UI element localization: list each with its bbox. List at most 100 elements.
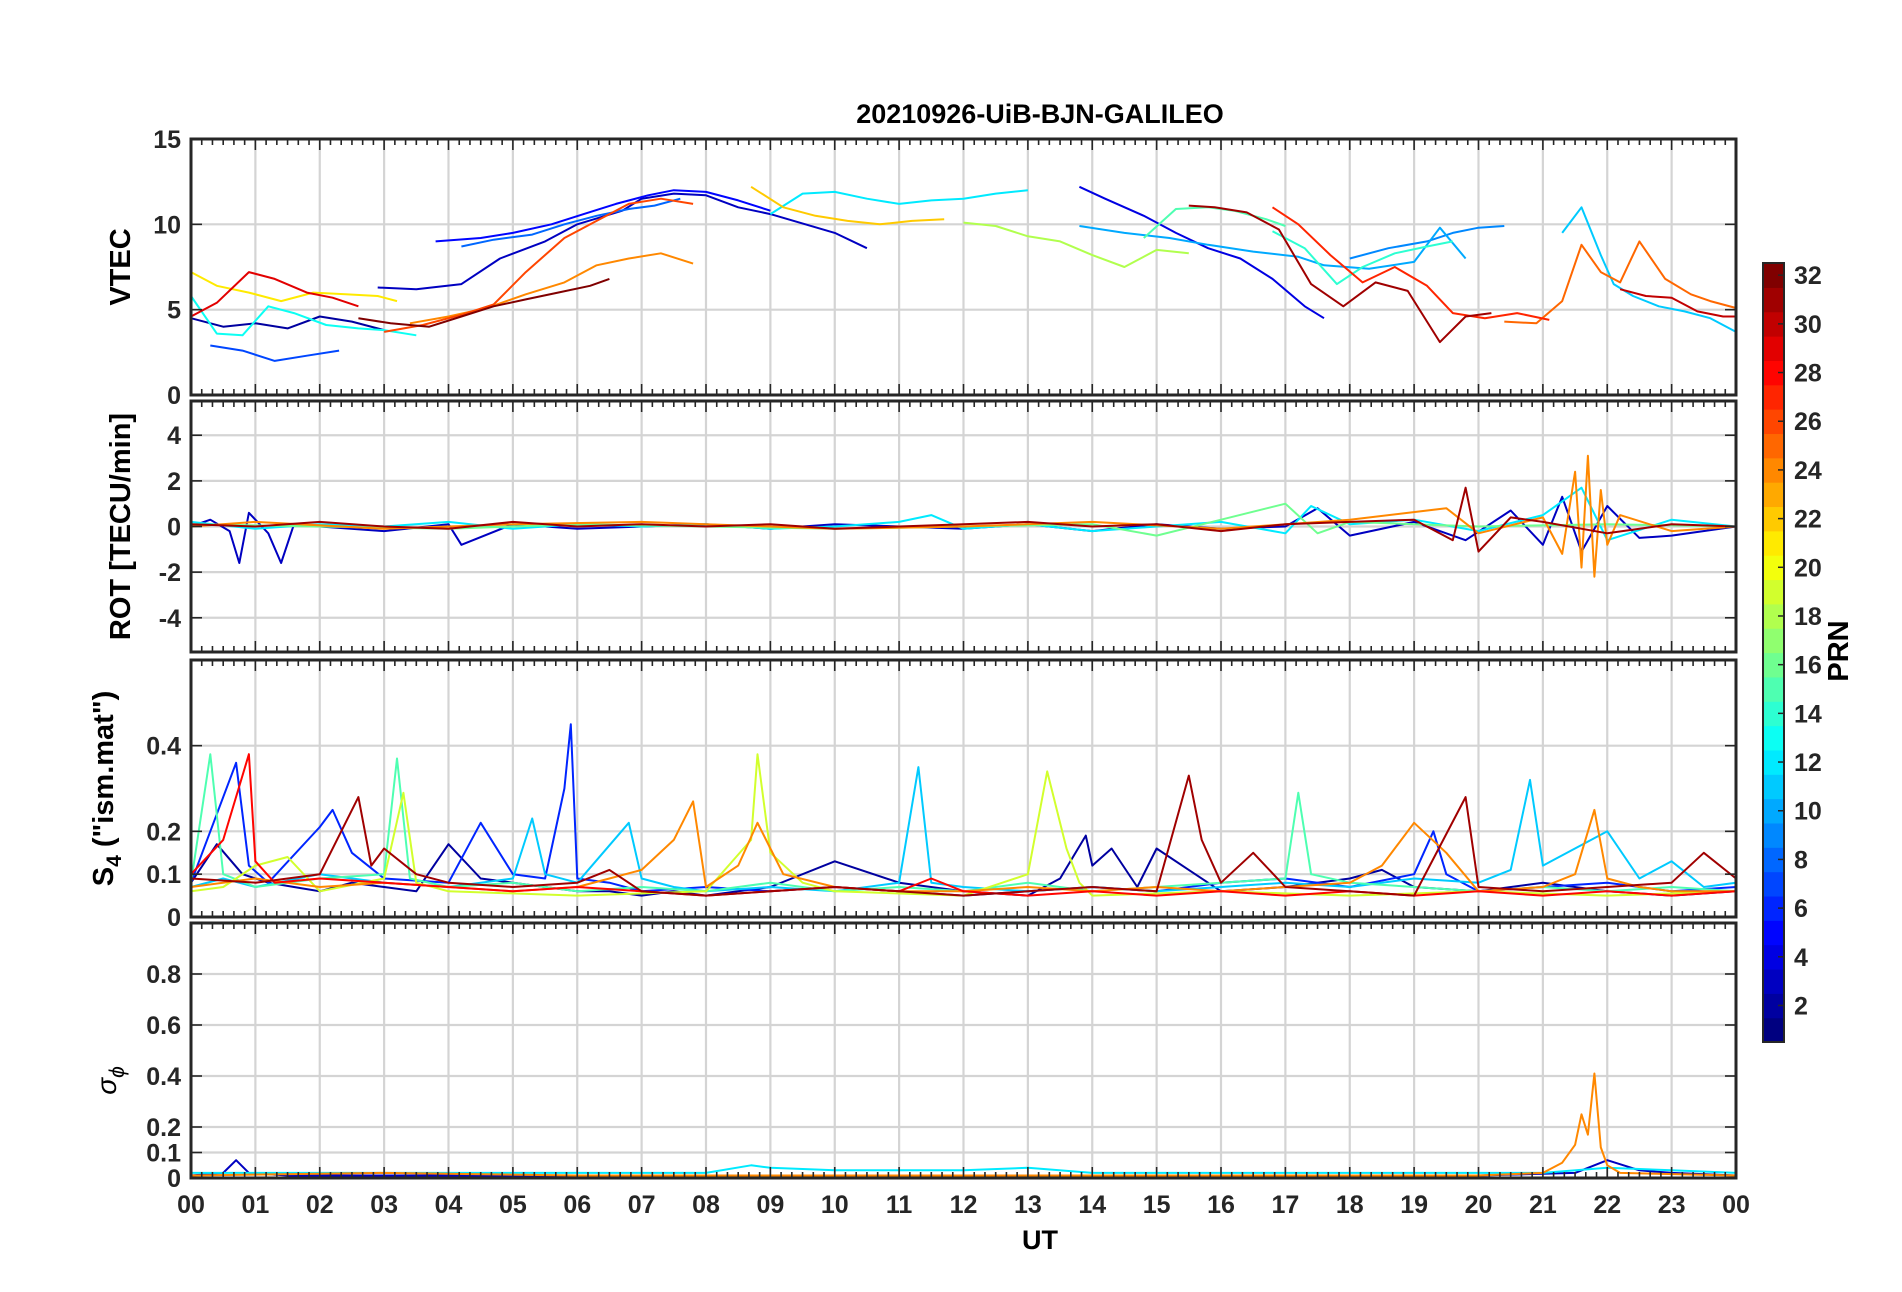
plot-frame bbox=[189, 399, 1738, 654]
x-tick-label: 10 bbox=[821, 1191, 849, 1219]
x-tick-label: 04 bbox=[435, 1191, 463, 1219]
colorbar-band bbox=[1763, 457, 1784, 483]
plot-frame bbox=[189, 137, 1738, 397]
x-tick-label: 19 bbox=[1400, 1191, 1428, 1219]
series-line-prn-31 bbox=[190, 486, 1737, 553]
colorbar-band bbox=[1763, 287, 1784, 313]
y-tick-label: 0.4 bbox=[146, 733, 181, 761]
x-tick-label: 06 bbox=[563, 1191, 591, 1219]
y-axis-label: ROT [TECU/min] bbox=[105, 413, 137, 640]
series-line-prn-2 bbox=[190, 834, 1737, 897]
x-tick-label: 00 bbox=[177, 1191, 205, 1219]
y-tick-label: -4 bbox=[159, 605, 181, 633]
x-tick-label: 20 bbox=[1465, 1191, 1493, 1219]
y-tick-label: 0.1 bbox=[146, 861, 181, 889]
colorbar-tick-label: 24 bbox=[1794, 457, 1822, 485]
y-tick-label: 0.2 bbox=[146, 1114, 181, 1142]
x-tick-label: 07 bbox=[628, 1191, 656, 1219]
colorbar-band bbox=[1763, 725, 1784, 751]
colorbar-band bbox=[1763, 822, 1784, 848]
series-line-prn-16 bbox=[190, 502, 1737, 537]
colorbar-band bbox=[1763, 555, 1784, 581]
x-tick-label: 17 bbox=[1271, 1191, 1299, 1219]
panel-ROT: -4 -2 0 2 4 ROT [TECU/min] bbox=[105, 399, 1738, 654]
colorbar-tick-label: 4 bbox=[1794, 944, 1808, 972]
figure-title: 20210926-UiB-BJN-GALILEO bbox=[856, 99, 1224, 129]
series-line-prn-10 bbox=[1079, 225, 1467, 270]
colorbar-band bbox=[1763, 311, 1784, 337]
colorbar-tick-label: 14 bbox=[1794, 700, 1822, 728]
colorbar-band bbox=[1763, 944, 1784, 970]
series-group bbox=[190, 723, 1737, 897]
plot-frame bbox=[189, 921, 1738, 1180]
colorbar-tick-label: 18 bbox=[1794, 603, 1822, 631]
colorbar-tick-label: 20 bbox=[1794, 554, 1822, 582]
colorbar-band bbox=[1763, 871, 1784, 897]
series-line-prn-26 bbox=[383, 197, 694, 333]
y-axis-label: VTEC bbox=[105, 228, 137, 305]
y-tick-label: 0.4 bbox=[146, 1063, 181, 1091]
colorbar-tick-label: 28 bbox=[1794, 360, 1822, 388]
colorbar-tick-label: 8 bbox=[1794, 846, 1808, 874]
series-line-prn-5 bbox=[435, 189, 771, 243]
colorbar-label: PRN bbox=[1823, 620, 1855, 681]
y-tick-label: 0 bbox=[167, 904, 181, 932]
colorbar-band bbox=[1763, 847, 1784, 873]
colorbar-band bbox=[1763, 920, 1784, 946]
series-line-prn-4 bbox=[1078, 185, 1325, 320]
panel-S4: 0 0.1 0.2 0.4 S4 ("ism.mat") bbox=[88, 658, 1738, 932]
y-axis-label: σϕ bbox=[91, 1066, 129, 1095]
colorbar-band bbox=[1763, 749, 1784, 775]
x-tick-label: 14 bbox=[1078, 1191, 1106, 1219]
x-tick-label: 05 bbox=[499, 1191, 527, 1219]
colorbar-band bbox=[1763, 409, 1784, 435]
colorbar-band bbox=[1763, 701, 1784, 727]
y-tick-label: 0.1 bbox=[146, 1140, 181, 1168]
series-line-prn-19 bbox=[190, 753, 1737, 897]
colorbar-band bbox=[1763, 360, 1784, 386]
colorbar-band bbox=[1763, 993, 1784, 1019]
series-line-prn-24 bbox=[190, 454, 1737, 578]
series-line-prn-27 bbox=[1271, 206, 1550, 321]
colorbar-band bbox=[1763, 384, 1784, 410]
x-tick-label: 02 bbox=[306, 1191, 334, 1219]
y-axis-label: S4 ("ism.mat") bbox=[88, 691, 126, 887]
x-tick-label: 18 bbox=[1336, 1191, 1364, 1219]
colorbar-band bbox=[1763, 506, 1784, 532]
series-line-prn-12 bbox=[769, 189, 1029, 215]
axis-ticks bbox=[190, 401, 1737, 652]
colorbar-tick-label: 12 bbox=[1794, 749, 1822, 777]
x-tick-label: 15 bbox=[1143, 1191, 1171, 1219]
plot-frame bbox=[189, 658, 1738, 919]
colorbar-band bbox=[1763, 968, 1784, 994]
y-tick-label: 0 bbox=[167, 382, 181, 410]
colorbar-tick-label: 22 bbox=[1794, 506, 1822, 534]
y-tick-label: 5 bbox=[167, 297, 181, 325]
x-tick-label: 09 bbox=[756, 1191, 784, 1219]
colorbar-band bbox=[1763, 336, 1784, 361]
colorbar-band bbox=[1763, 433, 1784, 459]
series-line-prn-32 bbox=[358, 277, 610, 328]
series-line-prn-22 bbox=[750, 185, 945, 226]
colorbar-band bbox=[1763, 263, 1784, 288]
colorbar-band bbox=[1763, 1017, 1784, 1043]
colorbar-band bbox=[1763, 482, 1784, 508]
x-tick-label: 21 bbox=[1529, 1191, 1557, 1219]
colorbar-tick-label: 32 bbox=[1794, 262, 1822, 290]
series-line-prn-3 bbox=[377, 192, 868, 291]
series-line-prn-2 bbox=[190, 315, 385, 332]
colorbar-band bbox=[1763, 579, 1784, 605]
colorbar-band bbox=[1763, 798, 1784, 824]
colorbar-band bbox=[1763, 628, 1784, 654]
series-line-prn-31 bbox=[1188, 204, 1492, 344]
y-tick-label: 2 bbox=[167, 468, 181, 496]
x-tick-label: 13 bbox=[1014, 1191, 1042, 1219]
x-tick-label: 00 bbox=[1722, 1191, 1750, 1219]
panel-VTEC: 0 5 10 15 VTEC bbox=[105, 126, 1738, 410]
series-line-prn-24 bbox=[409, 252, 694, 325]
series-group bbox=[190, 185, 1737, 362]
x-tick-label: 16 bbox=[1207, 1191, 1235, 1219]
colorbar-tick-label: 30 bbox=[1794, 311, 1822, 339]
